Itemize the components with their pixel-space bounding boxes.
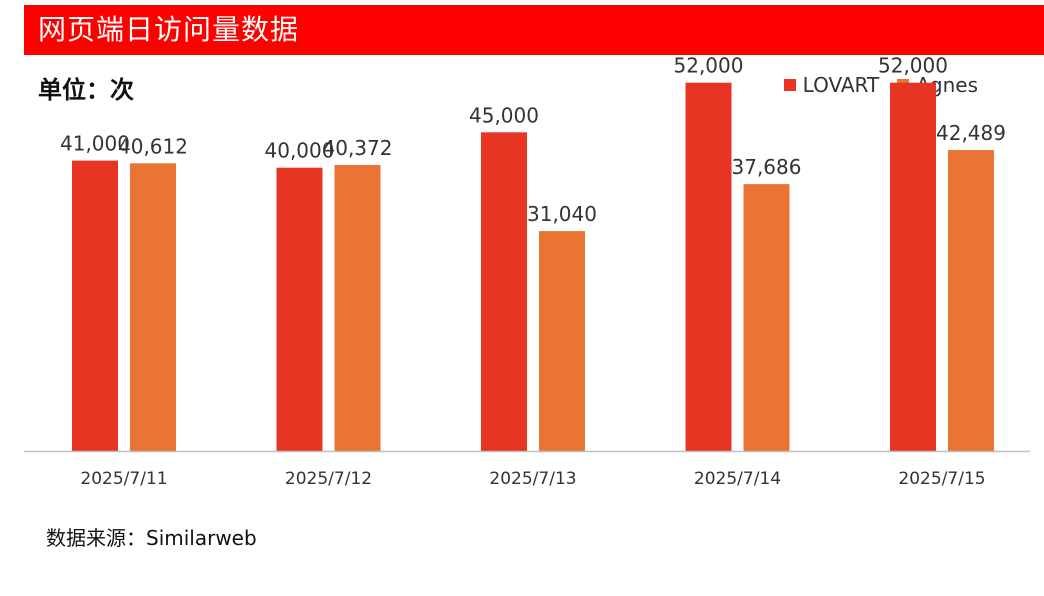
data-label-agnes-2: 40,372 <box>323 136 393 160</box>
legend-item-lovart: LOVART <box>783 73 880 97</box>
page-title: 网页端日访问量数据 <box>38 13 300 46</box>
legend-label-lovart: LOVART <box>802 73 880 97</box>
x-tick-label-4: 2025/7/14 <box>694 469 781 489</box>
bar-lovart-1 <box>72 160 118 451</box>
x-tick-label-3: 2025/7/13 <box>489 469 576 489</box>
x-tick-label-1: 2025/7/11 <box>80 469 167 489</box>
bar-agnes-5 <box>948 150 994 451</box>
bar-agnes-4 <box>743 184 790 451</box>
unit-label: 单位：次 <box>38 76 134 104</box>
legend-swatch-lovart <box>783 79 796 91</box>
data-label-lovart-2: 40,000 <box>265 139 335 163</box>
data-label-agnes-5: 42,489 <box>936 121 1006 145</box>
data-label-lovart-4: 52,000 <box>674 54 744 78</box>
data-label-agnes-4: 37,686 <box>732 155 802 179</box>
title-bar: 网页端日访问量数据 <box>24 5 1044 55</box>
bar-lovart-4 <box>685 82 732 451</box>
source-note: 数据来源：Similarweb <box>46 526 257 550</box>
data-label-lovart-3: 45,000 <box>469 103 539 127</box>
data-label-agnes-1: 40,612 <box>118 134 188 158</box>
bar-lovart-2 <box>276 167 323 451</box>
data-label-lovart-5: 52,000 <box>878 54 948 78</box>
bar-lovart-5 <box>890 82 936 451</box>
bar-agnes-2 <box>334 165 381 451</box>
bar-agnes-3 <box>539 231 585 451</box>
bar-lovart-3 <box>481 132 527 452</box>
bar-agnes-1 <box>130 163 176 452</box>
data-label-agnes-3: 31,040 <box>527 202 597 226</box>
x-tick-label-2: 2025/7/12 <box>285 469 372 489</box>
x-tick-label-5: 2025/7/15 <box>898 469 985 489</box>
data-label-lovart-1: 41,000 <box>60 132 130 156</box>
